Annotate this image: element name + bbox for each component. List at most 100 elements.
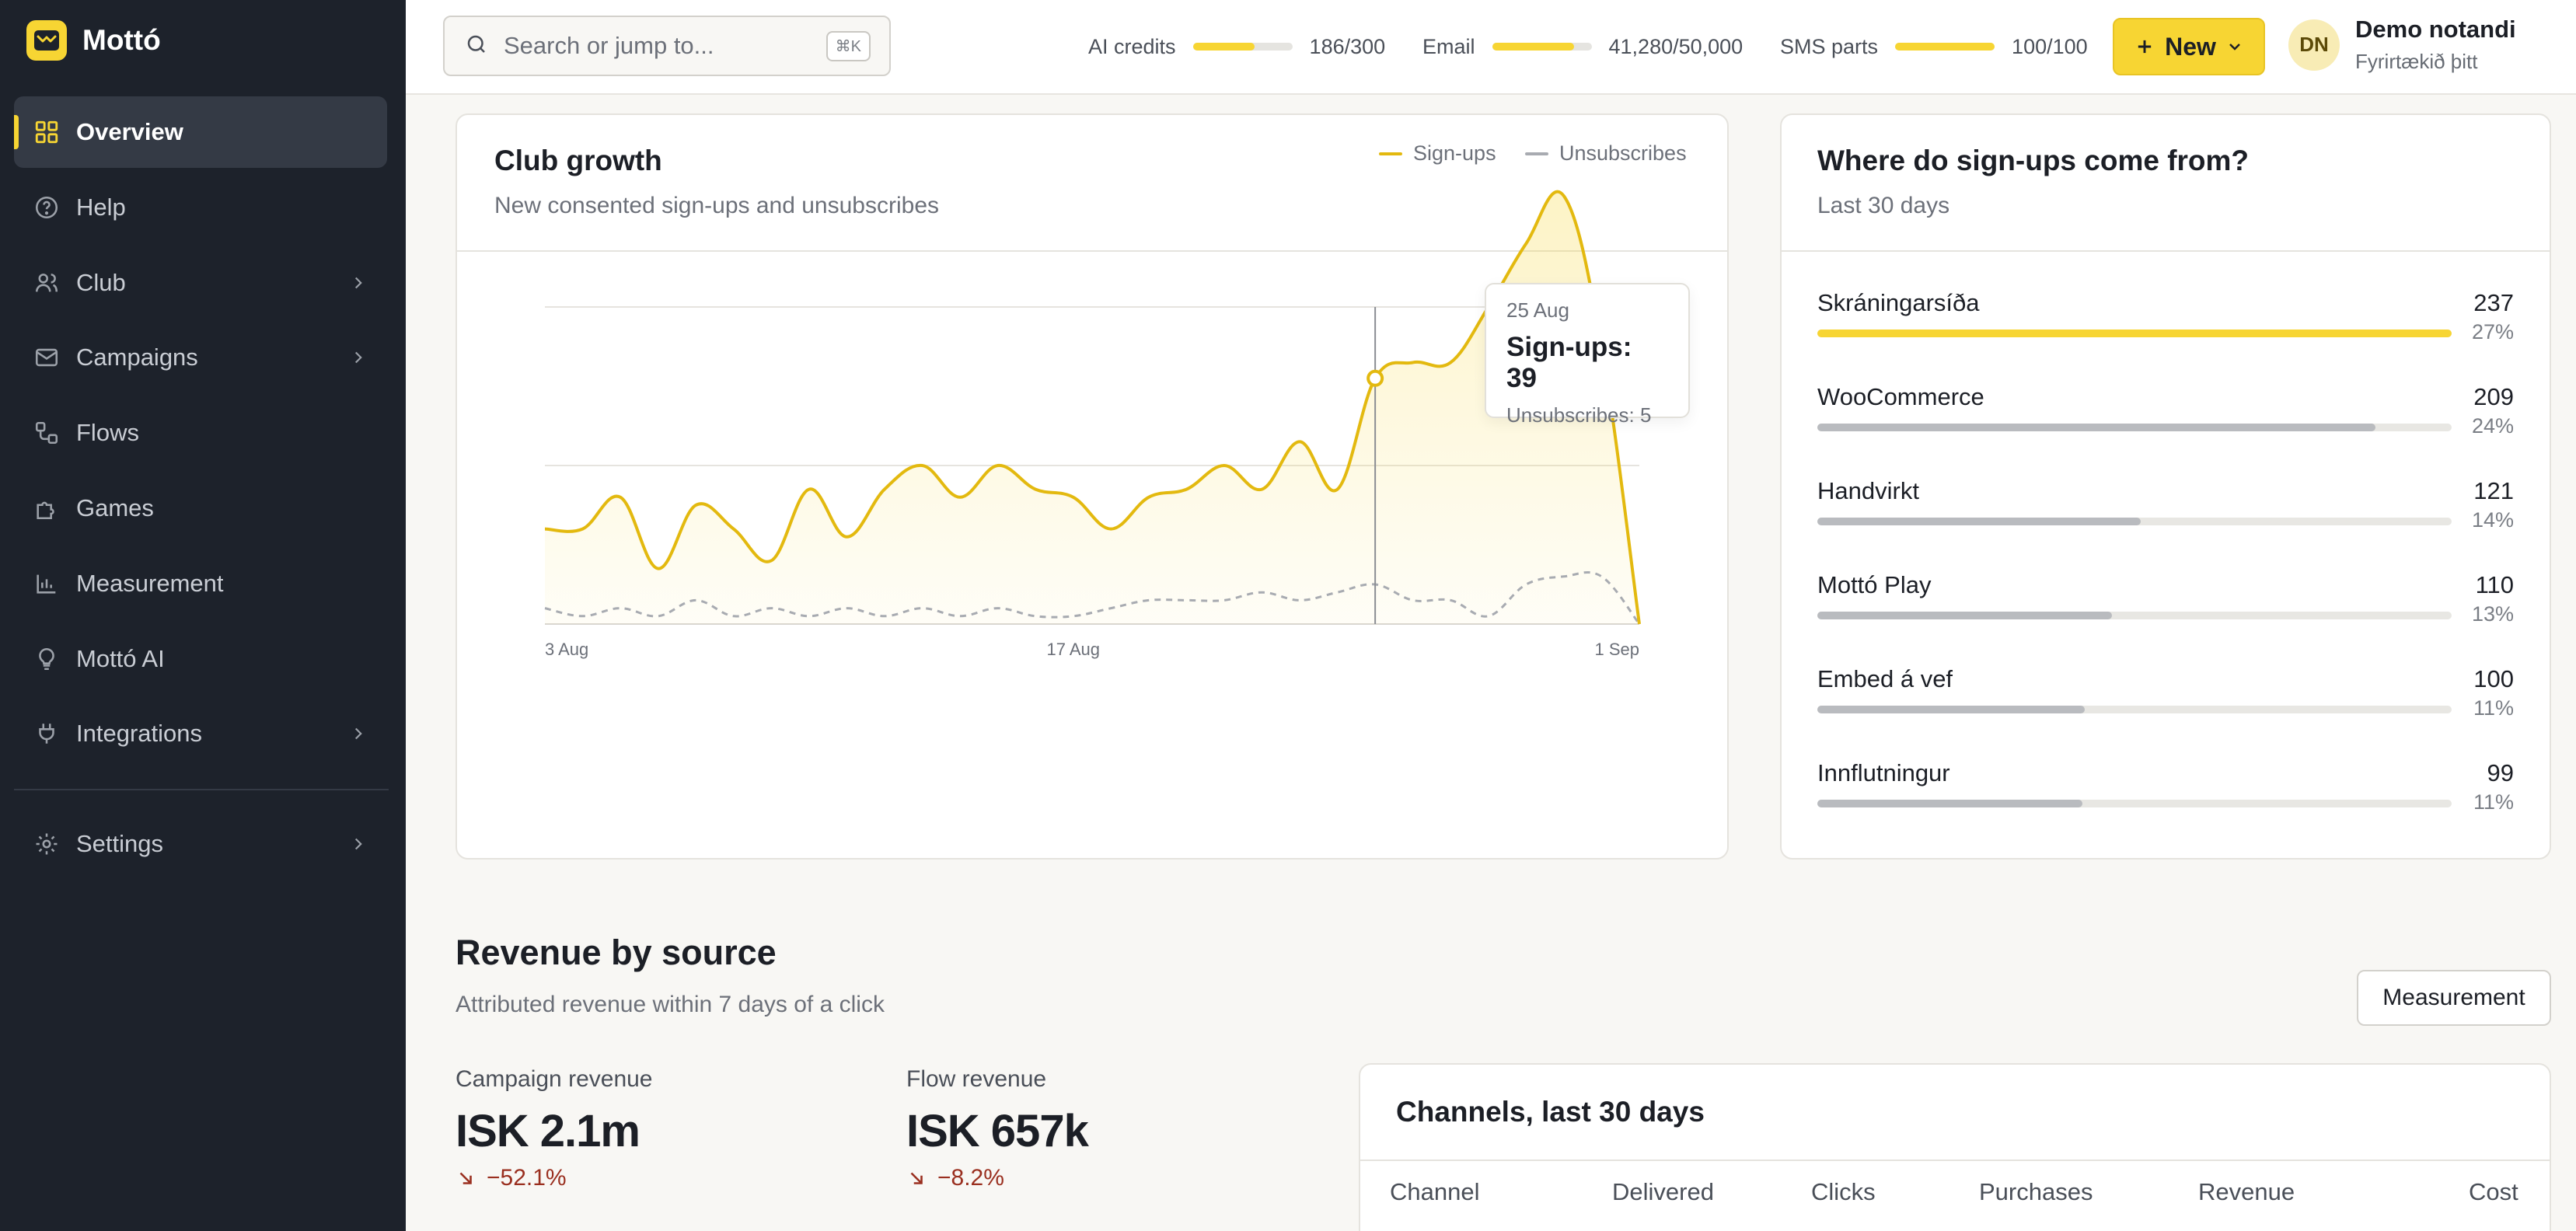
motto-logo-icon: [26, 20, 67, 61]
sidebar-item-club[interactable]: Club: [14, 247, 387, 319]
sidebar-item-label: Help: [76, 193, 126, 221]
x-tick-label: 1 Sep: [1595, 640, 1640, 659]
app-name: Mottó: [82, 24, 161, 56]
sidebar-settings: Settings: [14, 808, 387, 884]
source-bar-fill: [1817, 518, 2141, 525]
sidebar-item-integrations[interactable]: Integrations: [14, 698, 387, 769]
usage-bar: [1895, 43, 1995, 51]
kpi-delta: −8.2%: [906, 1165, 1088, 1191]
source-bar: [1817, 612, 2452, 619]
tooltip-main: Sign-ups: 39: [1506, 332, 1632, 393]
legend-swatch: [1379, 152, 1402, 155]
user-text: Demo notandi Fyrirtækið þitt: [2355, 16, 2516, 74]
source-bar: [1817, 330, 2452, 337]
sidebar-item-games[interactable]: Games: [14, 473, 387, 544]
sidebar-item-help[interactable]: Help: [14, 172, 387, 243]
topbar: ⌘K AI credits 186/300 Email 41,280/50,00…: [406, 0, 2576, 95]
unsubscribes-line: [544, 570, 1641, 625]
lightbulb-icon: [33, 645, 61, 673]
puzzle-icon: [33, 494, 61, 522]
sidebar-item-label: Mottó AI: [76, 644, 165, 672]
mail-icon: [33, 343, 61, 371]
source-name: Skráningarsíða: [1817, 289, 1980, 316]
hover-point: [1367, 369, 1384, 387]
user-menu[interactable]: DN Demo notandi Fyrirtækið þitt: [2288, 16, 2516, 74]
search-shortcut-badge: ⌘K: [826, 30, 871, 61]
search-icon: [465, 33, 488, 60]
brand[interactable]: Mottó: [26, 20, 161, 61]
chevron-down-icon: [2225, 37, 2244, 56]
sidebar-item-label: Campaigns: [76, 343, 198, 371]
kpi-campaign-revenue: Campaign revenue ISK 2.1m −52.1%: [456, 1066, 653, 1191]
table-header-cost[interactable]: Cost: [2469, 1178, 2518, 1205]
source-percent: 27%: [2471, 320, 2514, 343]
chevron-right-icon: [347, 832, 370, 856]
sidebar-item-label: Games: [76, 493, 154, 521]
legend-item-unsubscribes[interactable]: Unsubscribes: [1525, 141, 1687, 166]
sidebar-item-flows[interactable]: Flows: [14, 397, 387, 469]
source-count: 209: [2473, 383, 2514, 410]
kpi-label: Flow revenue: [906, 1066, 1047, 1092]
tooltip-sub: Unsubscribes: 5: [1506, 403, 1652, 427]
usage-bar-fill: [1895, 43, 1995, 51]
usage-ai-credits: AI credits 186/300: [1088, 0, 1385, 93]
x-tick-label: 3 Aug: [545, 640, 588, 659]
legend-item-signups[interactable]: Sign-ups: [1379, 141, 1496, 166]
search-input[interactable]: [504, 32, 826, 60]
card-title: Club growth: [494, 145, 662, 176]
sidebar-item-label: Club: [76, 268, 126, 296]
sidebar-item-label: Flows: [76, 419, 139, 447]
usage-value: 100/100: [2012, 34, 2088, 58]
usage-email: Email 41,280/50,000: [1422, 0, 1743, 93]
usage-bar: [1192, 43, 1293, 51]
usage-value: 41,280/50,000: [1608, 34, 1744, 58]
source-bar-fill: [1817, 706, 2086, 713]
source-percent: 11%: [2473, 696, 2514, 720]
source-bar: [1817, 800, 2452, 807]
sidebar-item-measurement[interactable]: Measurement: [14, 548, 387, 619]
sidebar-item-label: Overview: [76, 118, 183, 145]
x-tick-label: 17 Aug: [1046, 640, 1100, 659]
source-bar-fill: [1817, 330, 2452, 337]
source-bar: [1817, 518, 2452, 525]
sidebar-item-settings[interactable]: Settings: [14, 808, 387, 880]
new-button-label: New: [2165, 32, 2216, 61]
sidebar-item-overview[interactable]: Overview: [14, 96, 387, 168]
source-bar-fill: [1817, 612, 2112, 619]
search-box[interactable]: ⌘K: [443, 16, 891, 76]
sidebar-item-label: Integrations: [76, 720, 202, 748]
source-bar: [1817, 424, 2452, 431]
sidebar-item-label: Measurement: [76, 569, 224, 597]
table-header-delivered[interactable]: Delivered: [1612, 1178, 1714, 1205]
card-title: Where do sign-ups come from?: [1817, 145, 2250, 176]
usage-label: AI credits: [1088, 34, 1176, 58]
tooltip-date: 25 Aug: [1506, 298, 1569, 322]
source-count: 110: [2475, 571, 2514, 598]
source-percent: 11%: [2473, 790, 2514, 814]
usage-value: 186/300: [1309, 34, 1386, 58]
source-bar-fill: [1817, 800, 2083, 807]
source-count: 237: [2473, 289, 2514, 316]
source-name: Handvirkt: [1817, 477, 1919, 504]
kpi-value: ISK 657k: [906, 1106, 1089, 1156]
source-bar: [1817, 706, 2452, 713]
new-button[interactable]: New: [2113, 18, 2265, 75]
table-header-clicks[interactable]: Clicks: [1811, 1178, 1876, 1205]
usage-bar: [1492, 43, 1592, 51]
kpi-label: Campaign revenue: [456, 1066, 653, 1092]
sidebar-item-campaigns[interactable]: Campaigns: [14, 322, 387, 393]
sidebar-item-motto-ai[interactable]: Mottó AI: [14, 623, 387, 695]
gear-icon: [33, 830, 61, 858]
usage-label: Email: [1422, 34, 1475, 58]
measurement-button[interactable]: Measurement: [2357, 970, 2551, 1026]
sidebar-nav: Overview Help Club Campaigns: [14, 96, 387, 773]
table-header-channel[interactable]: Channel: [1390, 1178, 1480, 1205]
table-header-purchases[interactable]: Purchases: [1979, 1178, 2093, 1205]
card-subtitle: Last 30 days: [1817, 193, 1950, 218]
channels-card: Channels, last 30 days: [1359, 1063, 2551, 1231]
source-name: WooCommerce: [1817, 383, 1984, 410]
table-header-revenue[interactable]: Revenue: [2198, 1178, 2295, 1205]
kpi-delta-value: −8.2%: [937, 1165, 1004, 1191]
kpi-value: ISK 2.1m: [456, 1106, 641, 1156]
